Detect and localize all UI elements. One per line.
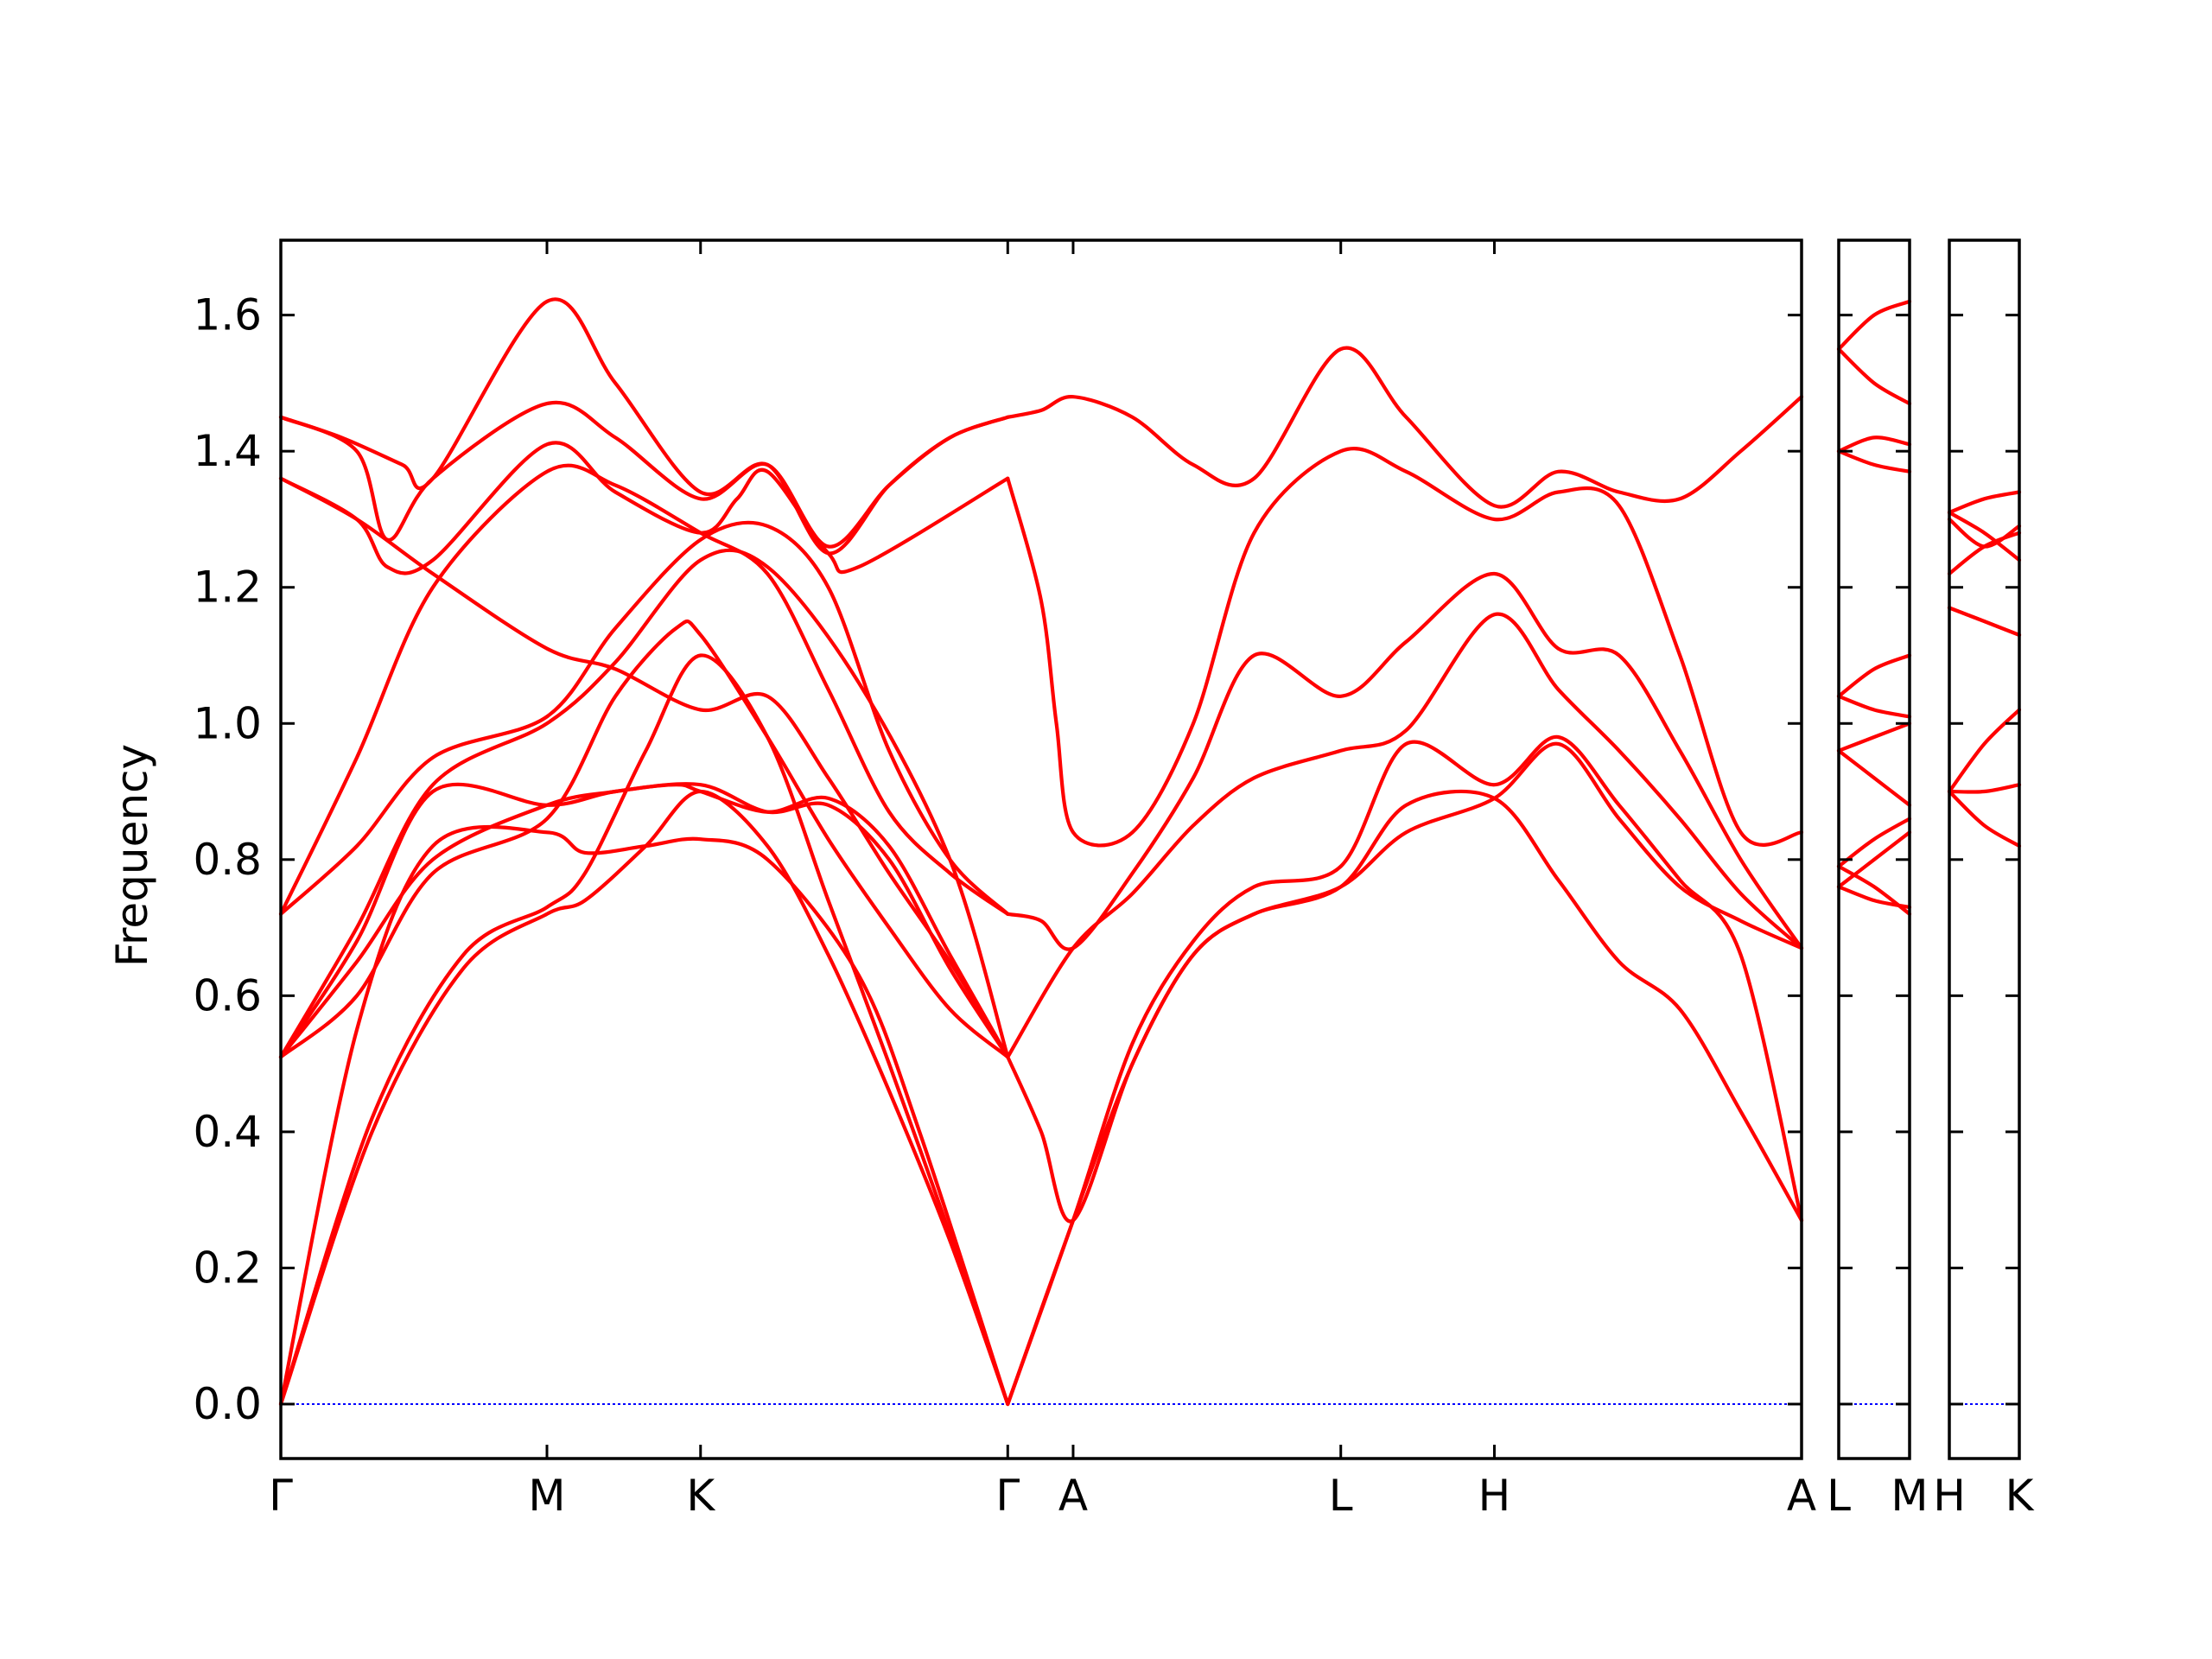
band-H-K-0	[1947, 490, 2022, 515]
band-L-M-0	[1836, 346, 1912, 406]
band-L-M-10	[1836, 830, 1912, 889]
band-L-M-6	[1836, 721, 1912, 753]
band-L-M-5	[1836, 694, 1912, 719]
y-tick-label-4: 0.8	[193, 835, 262, 885]
band-H-K-8	[1947, 783, 2022, 794]
y-axis-label: Frequency	[107, 744, 157, 967]
band-main-9	[278, 476, 1010, 1059]
band-main-18	[1006, 446, 1804, 848]
band-main-10	[278, 441, 1010, 575]
y-tick-label-6: 1.2	[193, 563, 262, 613]
x-tick-label-H-K-1: K	[2005, 1471, 2035, 1521]
y-tick-label-7: 1.4	[193, 426, 262, 476]
x-tick-label-main-7: A	[1787, 1471, 1816, 1521]
x-tick-label-main-2: K	[686, 1471, 715, 1521]
band-main-8	[278, 463, 1010, 916]
band-main-15	[1006, 741, 1804, 1224]
x-tick-label-main-0: Γ	[269, 1471, 293, 1521]
band-L-M-9	[1836, 864, 1912, 916]
band-main-7	[278, 520, 1010, 916]
x-tick-label-L-M-0: L	[1827, 1471, 1851, 1521]
y-tick-label-5: 1.0	[193, 698, 262, 748]
band-L-M-3	[1836, 449, 1912, 474]
band-main-1	[278, 653, 1010, 1407]
band-main-6	[278, 548, 1010, 1059]
band-main-2	[278, 824, 1010, 1407]
panel-frame-main	[279, 238, 1803, 1460]
band-main-13	[1006, 789, 1804, 1407]
panel-frame-L-M	[1837, 238, 1911, 1460]
x-tick-label-main-6: H	[1478, 1471, 1511, 1521]
band-main-14	[1006, 734, 1804, 1407]
y-tick-label-8: 1.6	[193, 290, 262, 340]
x-tick-label-main-4: A	[1058, 1471, 1088, 1521]
panel-frame-H-K	[1948, 238, 2021, 1460]
band-main-12	[278, 297, 1010, 556]
y-tick-label-0: 0.0	[193, 1379, 262, 1429]
band-L-M-4	[1836, 653, 1912, 698]
axis-ticks: Γ M K Γ A L H A0.00.20.40.60.81.01.21.41.6L M H K	[193, 240, 2035, 1521]
band-main-19	[1006, 346, 1804, 509]
band-H-K-7	[1947, 789, 2022, 849]
band-H-K-1	[1947, 511, 2022, 563]
band-lines	[278, 297, 2022, 1407]
band-L-M-11	[1836, 885, 1912, 910]
band-H-K-5	[1947, 606, 2022, 637]
band-L-M-1	[1836, 299, 1912, 352]
band-main-5	[278, 782, 1010, 1059]
band-L-M-2	[1836, 435, 1912, 454]
x-tick-label-L-M-1: M	[1891, 1471, 1928, 1521]
band-main-0	[278, 789, 1010, 1407]
band-main-16	[1006, 612, 1804, 1059]
y-tick-label-3: 0.6	[193, 970, 262, 1020]
y-tick-label-1: 0.2	[193, 1243, 262, 1293]
panel-frames	[279, 238, 2021, 1460]
band-H-K-3	[1947, 531, 2022, 576]
x-tick-label-main-1: M	[528, 1471, 565, 1521]
y-tick-label-2: 0.4	[193, 1107, 262, 1157]
band-main-3	[278, 620, 1010, 1059]
x-tick-label-main-3: Γ	[995, 1471, 1020, 1521]
x-tick-label-H-K-0: H	[1933, 1471, 1966, 1521]
band-main-17	[1006, 571, 1804, 951]
band-H-K-6	[1947, 708, 2022, 794]
x-tick-label-main-5: L	[1329, 1471, 1353, 1521]
band-L-M-7	[1836, 748, 1912, 807]
